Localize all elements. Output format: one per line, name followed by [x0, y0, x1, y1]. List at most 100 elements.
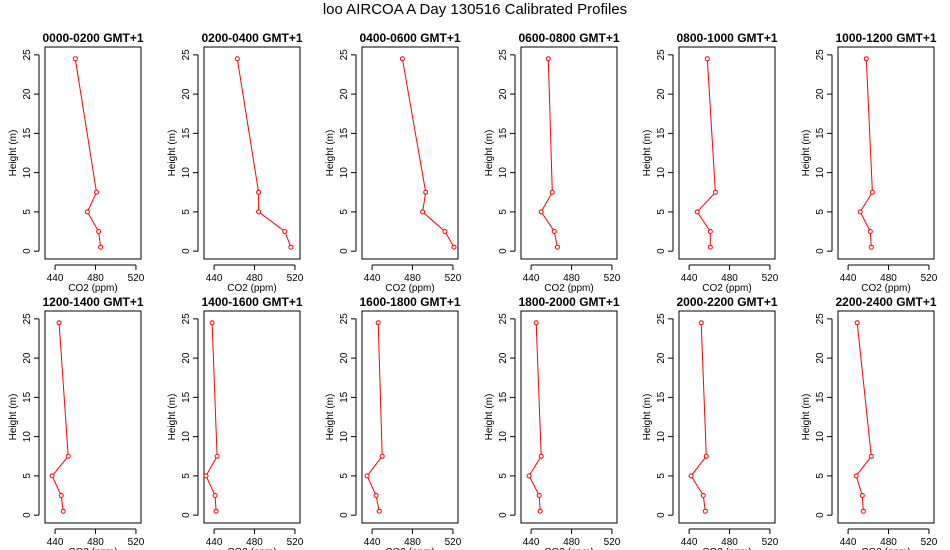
data-point — [868, 244, 874, 250]
y-axis-label: Height (m) — [167, 130, 178, 177]
y-tick-label: 20 — [498, 352, 509, 364]
y-axis-label: Height (m) — [642, 394, 653, 441]
y-tick-label: 5 — [22, 473, 33, 479]
y-tick-label: 10 — [656, 167, 667, 179]
x-tick-label: 480 — [246, 537, 263, 548]
y-axis-label: Height (m) — [484, 130, 495, 177]
y-tick-label: 5 — [815, 473, 826, 479]
profile-line — [401, 58, 455, 248]
y-tick-label: 0 — [22, 248, 33, 254]
data-point — [868, 453, 874, 459]
data-point — [707, 244, 713, 250]
x-tick-label: 440 — [840, 537, 857, 548]
plot-frame — [44, 310, 142, 524]
data-point — [423, 189, 429, 195]
x-tick-label: 520 — [128, 537, 145, 548]
x-tick-label: 480 — [87, 537, 104, 548]
y-tick-label: 15 — [656, 391, 667, 403]
profile-line — [205, 322, 218, 512]
y-tick-label: 15 — [815, 127, 826, 139]
panel-12: 2200-2400 GMT+1 440 480 520 CO2 (ppm) 0 5 10 15 2… — [801, 295, 938, 550]
panel-title: 1400-1600 GMT+1 — [201, 295, 302, 309]
y-tick-label: 10 — [656, 431, 667, 443]
panel-title: 0600-0800 GMT+1 — [518, 31, 619, 45]
x-tick-label: 480 — [87, 273, 104, 284]
plot-frame — [44, 46, 142, 260]
x-axis-label: CO2 (ppm) — [68, 283, 117, 294]
x-tick-label: 480 — [404, 537, 421, 548]
y-tick-label: 10 — [181, 167, 192, 179]
panel-title: 2200-2400 GMT+1 — [835, 295, 936, 309]
x-axis-label: CO2 (ppm) — [68, 547, 117, 550]
data-point — [234, 56, 240, 62]
profile-line — [528, 322, 542, 512]
panel-7: 1200-1400 GMT+1 440 480 520 CO2 (ppm) 0 5 10 15 2… — [8, 295, 145, 550]
y-tick-label: 0 — [339, 512, 350, 518]
data-point — [375, 320, 381, 326]
y-tick-label: 20 — [339, 352, 350, 364]
x-tick-label: 520 — [921, 273, 938, 284]
panel-6: 1000-1200 GMT+1 440 480 520 CO2 (ppm) 0 5 10 15 2… — [801, 31, 938, 294]
x-tick-label: 520 — [287, 537, 304, 548]
plot-frame — [361, 46, 459, 260]
y-tick-label: 25 — [656, 49, 667, 61]
y-tick-label: 5 — [656, 209, 667, 215]
x-axis-label: CO2 (ppm) — [702, 547, 751, 550]
data-point — [702, 508, 708, 514]
data-point — [703, 453, 709, 459]
y-tick-label: 10 — [815, 431, 826, 443]
data-point — [688, 473, 694, 479]
x-axis-label: CO2 (ppm) — [702, 283, 751, 294]
data-point — [869, 189, 875, 195]
y-tick-label: 0 — [656, 512, 667, 518]
panel-title: 1000-1200 GMT+1 — [835, 31, 936, 45]
y-tick-label: 15 — [339, 127, 350, 139]
x-tick-label: 520 — [445, 537, 462, 548]
y-axis-label: Height (m) — [801, 394, 812, 441]
data-point — [863, 56, 869, 62]
data-point — [288, 244, 294, 250]
data-point — [214, 453, 220, 459]
plot-frame — [203, 46, 301, 260]
data-point — [704, 56, 710, 62]
data-point — [526, 473, 532, 479]
x-axis-label: CO2 (ppm) — [227, 283, 276, 294]
panel-5: 0800-1000 GMT+1 440 480 520 CO2 (ppm) 0 5 10 15 2… — [642, 31, 779, 294]
y-tick-label: 15 — [181, 127, 192, 139]
y-tick-label: 20 — [22, 88, 33, 100]
panel-title: 0400-0600 GMT+1 — [359, 31, 460, 45]
plot-frame — [678, 46, 776, 260]
x-tick-label: 480 — [721, 273, 738, 284]
y-tick-label: 20 — [656, 352, 667, 364]
data-point — [203, 473, 209, 479]
data-point — [538, 453, 544, 459]
y-tick-label: 10 — [22, 167, 33, 179]
y-tick-label: 25 — [656, 313, 667, 325]
x-axis-label: CO2 (ppm) — [861, 283, 910, 294]
data-point — [549, 189, 555, 195]
data-point — [420, 209, 426, 215]
x-tick-label: 440 — [681, 537, 698, 548]
panel-3: 0400-0600 GMT+1 440 480 520 CO2 (ppm) 0 5 10 15 2… — [325, 31, 462, 294]
x-tick-label: 480 — [880, 537, 897, 548]
y-tick-label: 0 — [815, 512, 826, 518]
y-tick-label: 5 — [181, 473, 192, 479]
plot-frame — [203, 310, 301, 524]
data-point — [554, 244, 560, 250]
y-tick-label: 0 — [656, 248, 667, 254]
x-tick-label: 520 — [762, 537, 779, 548]
data-point — [209, 320, 215, 326]
data-point — [49, 473, 55, 479]
y-tick-label: 10 — [339, 167, 350, 179]
panel-title: 0800-1000 GMT+1 — [676, 31, 777, 45]
y-tick-label: 15 — [656, 127, 667, 139]
x-tick-label: 480 — [880, 273, 897, 284]
panel-1: 0000-0200 GMT+1 440 480 520 CO2 (ppm) 0 5 10 15 2… — [8, 31, 145, 294]
data-point — [538, 209, 544, 215]
data-point — [545, 56, 551, 62]
y-axis-label: Height (m) — [642, 130, 653, 177]
y-tick-label: 5 — [22, 209, 33, 215]
panel-4: 0600-0800 GMT+1 440 480 520 CO2 (ppm) 0 5 10 15 2… — [484, 31, 621, 294]
profile-line — [236, 58, 292, 248]
